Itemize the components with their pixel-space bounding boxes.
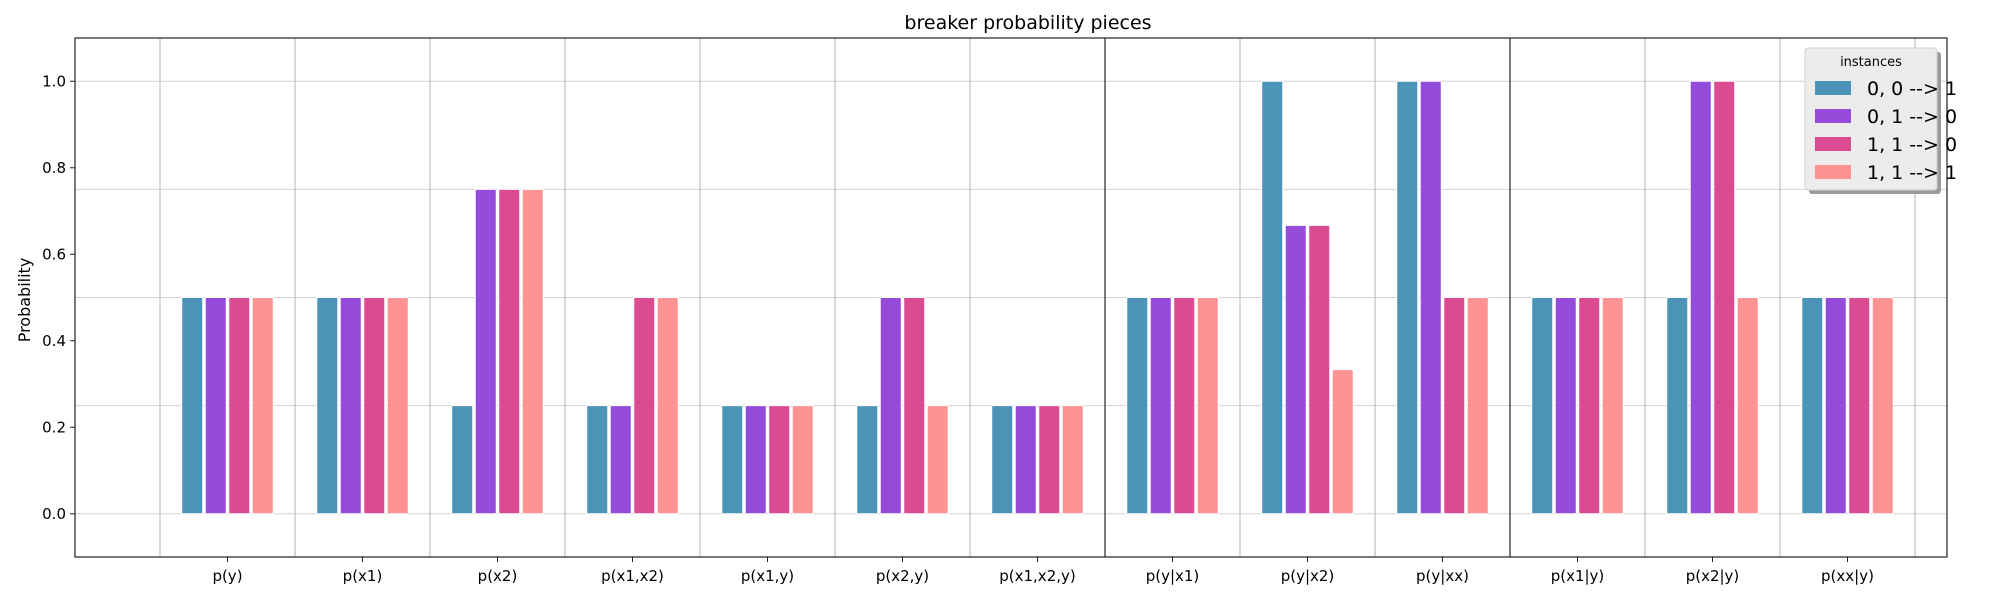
bar bbox=[1713, 80, 1736, 515]
bar bbox=[1801, 297, 1824, 515]
x-tick-label: p(y|x1) bbox=[1146, 567, 1200, 585]
bar bbox=[1126, 297, 1149, 515]
y-axis-label: Probability bbox=[15, 258, 34, 343]
bar bbox=[1443, 297, 1466, 515]
x-tick-label: p(x1,x2) bbox=[601, 567, 664, 585]
bar bbox=[521, 188, 544, 515]
bar bbox=[1196, 297, 1219, 515]
legend-entry-label: 0, 0 --> 1 bbox=[1867, 78, 1957, 100]
bar bbox=[586, 405, 609, 515]
x-tick-label: p(xx|y) bbox=[1821, 567, 1874, 585]
bar bbox=[1578, 297, 1601, 515]
bar bbox=[879, 297, 902, 515]
legend-swatch bbox=[1815, 165, 1851, 179]
bar bbox=[251, 297, 274, 515]
chart-title: breaker probability pieces bbox=[904, 12, 1151, 34]
bar bbox=[903, 297, 926, 515]
bar bbox=[1554, 297, 1577, 515]
bar bbox=[498, 188, 521, 515]
x-tick-label: p(x2,y) bbox=[876, 567, 929, 585]
bar bbox=[1666, 297, 1689, 515]
bar bbox=[1466, 297, 1489, 515]
bar bbox=[386, 297, 409, 515]
x-tick-label: p(y|x2) bbox=[1281, 567, 1335, 585]
bar bbox=[791, 405, 814, 515]
bar bbox=[744, 405, 767, 515]
bar bbox=[1061, 405, 1084, 515]
y-tick-label: 1.0 bbox=[42, 72, 66, 90]
bar bbox=[1261, 80, 1284, 515]
bar bbox=[609, 405, 632, 515]
bars-layer bbox=[181, 80, 1894, 515]
bar bbox=[633, 297, 656, 515]
x-tick-label: p(x1,y) bbox=[741, 567, 794, 585]
bar bbox=[856, 405, 879, 515]
x-tick-label: p(y) bbox=[212, 567, 242, 585]
bar bbox=[204, 297, 227, 515]
y-tick-label: 0.2 bbox=[42, 418, 66, 436]
bar bbox=[656, 297, 679, 515]
y-tick-label: 0.6 bbox=[42, 245, 66, 263]
bar bbox=[926, 405, 949, 515]
bar bbox=[1308, 224, 1331, 515]
bar bbox=[1871, 297, 1894, 515]
legend-swatch bbox=[1815, 81, 1851, 95]
bar bbox=[1038, 405, 1061, 515]
x-tick-label: p(y|xx) bbox=[1416, 567, 1469, 585]
bar bbox=[474, 188, 497, 515]
bar bbox=[316, 297, 339, 515]
bar bbox=[1419, 80, 1442, 515]
legend-entry-label: 0, 1 --> 0 bbox=[1867, 106, 1957, 128]
plot-frame bbox=[74, 37, 1948, 558]
x-tick-label: p(x1,x2,y) bbox=[999, 567, 1075, 585]
ticks-layer: 0.0 0.2 0.4 0.6 0.8 1.0 p(y) p(x1) p(x2) p(x1,x2)… bbox=[42, 72, 1874, 585]
bar bbox=[991, 405, 1014, 515]
x-tick-label: p(x2) bbox=[478, 567, 518, 585]
legend-title: instances bbox=[1840, 55, 1902, 70]
bar bbox=[1736, 297, 1759, 515]
bar bbox=[1014, 405, 1037, 515]
y-tick-label: 0.4 bbox=[42, 332, 66, 350]
bar bbox=[451, 405, 474, 515]
legend-entry-label: 1, 1 --> 0 bbox=[1867, 134, 1957, 156]
x-tick-label: p(x1|y) bbox=[1551, 567, 1605, 585]
bar bbox=[1331, 369, 1354, 515]
x-tick-label: p(x2|y) bbox=[1686, 567, 1740, 585]
bar bbox=[1601, 297, 1624, 515]
bar bbox=[1149, 297, 1172, 515]
bar bbox=[228, 297, 251, 515]
bar bbox=[1531, 297, 1554, 515]
bar bbox=[1284, 224, 1307, 515]
bar bbox=[1848, 297, 1871, 515]
y-tick-label: 0.0 bbox=[42, 505, 66, 523]
legend-swatch bbox=[1815, 137, 1851, 151]
bar bbox=[339, 297, 362, 515]
bar bbox=[1689, 80, 1712, 515]
x-tick-label: p(x1) bbox=[343, 567, 383, 585]
y-tick-label: 0.8 bbox=[42, 159, 66, 177]
bar bbox=[181, 297, 204, 515]
bar bbox=[363, 297, 386, 515]
legend-swatch bbox=[1815, 109, 1851, 123]
bar bbox=[1824, 297, 1847, 515]
bar bbox=[768, 405, 791, 515]
bar bbox=[1396, 80, 1419, 515]
bar bbox=[721, 405, 744, 515]
legend-entry-label: 1, 1 --> 1 bbox=[1867, 162, 1957, 184]
legend: instances 0, 0 --> 1 0, 1 --> 0 1, 1 --> 0 1… bbox=[1804, 47, 1957, 194]
bar bbox=[1173, 297, 1196, 515]
